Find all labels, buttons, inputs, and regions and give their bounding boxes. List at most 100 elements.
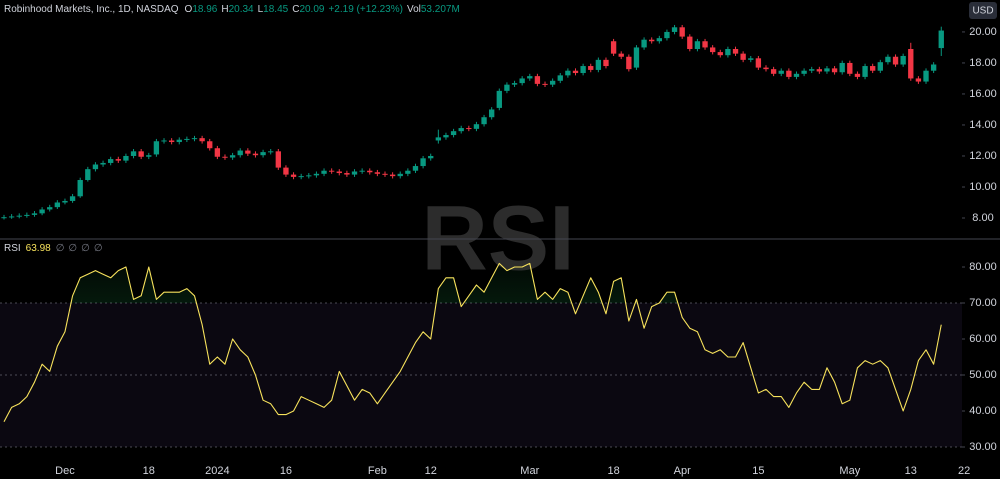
x-tick-label: 18 <box>143 465 155 477</box>
candle-body <box>694 41 701 49</box>
candle-body <box>755 58 762 68</box>
x-tick-label: Dec <box>55 465 75 477</box>
candle-body <box>245 150 251 154</box>
candle-body <box>656 38 662 42</box>
candle-body <box>740 53 746 60</box>
indicator-extra: ∅ <box>94 243 103 254</box>
candle-body <box>519 78 525 84</box>
candle-body <box>321 170 327 174</box>
y-tick-label: 30.00 <box>969 441 997 453</box>
candle-body <box>511 83 518 85</box>
x-tick-label: 22 <box>958 465 970 477</box>
candle-body <box>138 151 144 157</box>
indicator-name: RSI <box>4 243 21 254</box>
candle-body <box>839 62 845 73</box>
candle-body <box>435 137 442 141</box>
candle-body <box>24 214 30 216</box>
candle-body <box>641 39 647 48</box>
candle-body <box>534 76 541 84</box>
candle-body <box>892 56 899 65</box>
candle-body <box>527 76 533 79</box>
change-value: +2.19 (+12.23%) <box>328 4 403 15</box>
candle-body <box>123 155 129 161</box>
y-tick-label: 14.00 <box>969 119 997 131</box>
candle-body <box>572 70 579 74</box>
candle-body <box>237 150 243 156</box>
candle-body <box>725 48 731 56</box>
candle-body <box>862 66 868 77</box>
indicator-extra: ∅ <box>81 243 90 254</box>
close-label: C <box>292 4 299 15</box>
x-tick-label: Mar <box>520 465 539 477</box>
candle-body <box>809 69 815 71</box>
candle-body <box>801 70 807 74</box>
close-value: 20.09 <box>299 4 324 15</box>
candle-body <box>580 66 586 74</box>
currency-label[interactable]: USD <box>972 6 993 17</box>
candle-body <box>504 84 510 91</box>
currency-badge[interactable] <box>969 2 997 19</box>
candle-body <box>252 153 259 156</box>
candle-body <box>496 90 502 108</box>
x-tick-label: 13 <box>905 465 917 477</box>
candle-body <box>603 59 609 67</box>
candle-body <box>626 56 632 70</box>
chart-header: Robinhood Markets, Inc., 1D, NASDAQ O18.9… <box>4 4 460 15</box>
candle-body <box>207 141 213 149</box>
candle-body <box>923 70 929 82</box>
low-value: 18.45 <box>263 4 288 15</box>
candle-body <box>717 52 723 56</box>
candle-body <box>290 174 297 177</box>
candle-body <box>47 207 53 210</box>
x-tick-label: Feb <box>368 465 387 477</box>
candle-body <box>359 170 365 172</box>
candle-body <box>77 180 83 197</box>
candle-body <box>870 66 876 71</box>
candle-body <box>428 155 434 159</box>
y-tick-label: 70.00 <box>969 297 997 309</box>
candle-body <box>702 41 708 48</box>
candle-body <box>199 138 205 142</box>
candle-body <box>938 30 944 49</box>
indicator-extra: ∅ <box>68 243 77 254</box>
candle-body <box>443 135 449 138</box>
candle-body <box>328 170 335 172</box>
candle-body <box>489 109 495 118</box>
candle-body <box>473 124 480 129</box>
x-tick-label: 2024 <box>205 465 229 477</box>
candle-body <box>100 162 106 165</box>
candle-body <box>351 171 358 175</box>
candle-body <box>618 53 624 57</box>
low-label: L <box>258 4 264 15</box>
candle-body <box>679 27 685 37</box>
open-label: O <box>185 4 193 15</box>
candle-body <box>610 41 617 54</box>
candle-body <box>108 159 114 163</box>
candle-body <box>260 152 266 156</box>
overbought-fill <box>71 263 678 303</box>
y-tick-label: 8.00 <box>972 212 993 224</box>
candle-body <box>367 170 373 173</box>
candle-body <box>481 117 487 125</box>
x-tick-label: 16 <box>280 465 292 477</box>
candle-body <box>214 148 221 157</box>
candle-body <box>229 155 236 158</box>
indicator-value: 63.98 <box>26 243 51 254</box>
candle-body <box>595 59 602 70</box>
y-tick-label: 18.00 <box>969 57 997 69</box>
x-tick-label: 15 <box>752 465 764 477</box>
open-value: 18.96 <box>192 4 217 15</box>
candle-body <box>16 215 22 217</box>
candle-body <box>222 156 228 158</box>
candle-body <box>374 172 381 174</box>
candle-body <box>664 31 670 39</box>
candle-body <box>298 176 304 178</box>
candle-body <box>877 62 883 71</box>
candle-body <box>313 173 320 176</box>
candle-body <box>69 196 76 201</box>
candle-body <box>8 216 15 218</box>
candle-body <box>466 128 472 130</box>
symbol-title: Robinhood Markets, Inc., 1D, NASDAQ <box>4 4 179 15</box>
candle-body <box>275 151 281 168</box>
